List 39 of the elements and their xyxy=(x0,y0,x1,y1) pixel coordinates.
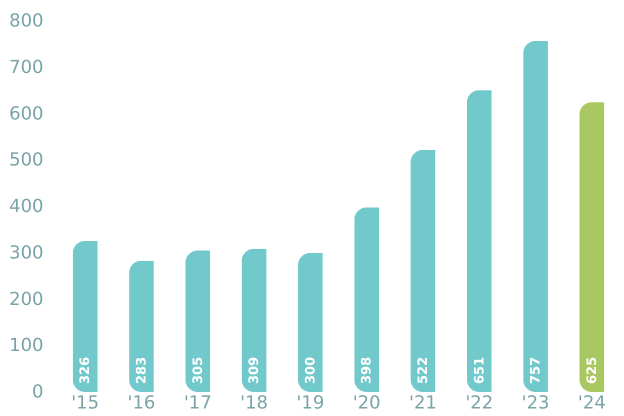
x-tick-label: '18 xyxy=(240,392,268,414)
x-tick-label: '15 xyxy=(71,392,100,414)
y-tick-label: 700 xyxy=(9,56,44,78)
x-tick-label: '17 xyxy=(184,392,212,414)
x-tick-label: '21 xyxy=(409,392,437,414)
bar xyxy=(410,150,436,392)
y-tick-label: 500 xyxy=(9,150,44,171)
x-tick-label: '23 xyxy=(522,392,550,414)
bar xyxy=(466,90,492,392)
y-tick-label: 300 xyxy=(9,242,44,264)
y-tick-label: 100 xyxy=(9,335,44,356)
x-tick-label: '24 xyxy=(578,392,606,414)
y-tick-label: 400 xyxy=(9,196,44,217)
y-tick-label: 0 xyxy=(32,382,44,402)
data-label: 300 xyxy=(303,356,318,384)
data-label: 326 xyxy=(78,356,94,384)
y-tick-label: 800 xyxy=(9,10,44,32)
data-label: 651 xyxy=(472,356,488,384)
bar xyxy=(72,240,98,392)
data-label: 309 xyxy=(247,356,262,384)
bar xyxy=(523,40,548,392)
x-tick-label: '20 xyxy=(352,392,381,414)
data-label: 757 xyxy=(528,356,544,384)
x-tick-label: '19 xyxy=(296,392,324,414)
data-label: 398 xyxy=(360,356,375,384)
x-tick-label: '16 xyxy=(128,392,156,414)
bar xyxy=(298,252,323,392)
bar xyxy=(579,102,604,392)
bar xyxy=(354,207,380,392)
y-tick-label: 200 xyxy=(9,288,44,310)
bar xyxy=(185,250,210,392)
y-tick-label: 600 xyxy=(9,103,44,124)
data-label: 283 xyxy=(134,356,150,384)
bar xyxy=(242,248,266,392)
data-label: 305 xyxy=(190,356,206,384)
data-label: 625 xyxy=(584,356,600,384)
x-tick-label: '22 xyxy=(465,392,494,414)
bar xyxy=(129,260,154,392)
data-label: 522 xyxy=(416,356,431,384)
